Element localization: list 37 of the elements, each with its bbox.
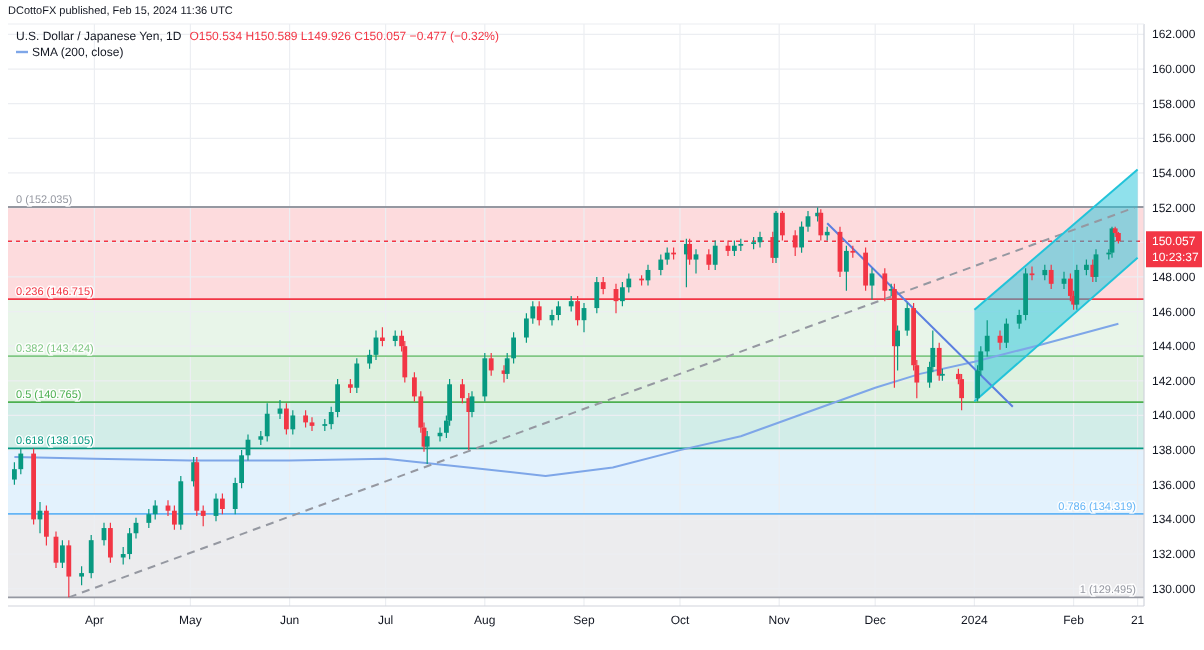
- candlestick: [60, 539, 65, 569]
- candlestick: [556, 300, 561, 321]
- candlestick: [895, 324, 900, 372]
- candlestick: [712, 239, 718, 271]
- candlestick: [1004, 317, 1009, 349]
- candlestick: [482, 352, 488, 403]
- candlestick: [88, 534, 94, 579]
- candlestick: [44, 504, 49, 546]
- candlestick: [220, 492, 225, 515]
- candlestick: [869, 267, 875, 301]
- candlestick: [284, 402, 289, 436]
- candlestick: [178, 475, 184, 531]
- candlestick: [706, 248, 712, 271]
- candlestick: [66, 539, 72, 598]
- candlestick: [1023, 267, 1028, 321]
- candlestick: [264, 402, 270, 443]
- candlestick: [1029, 265, 1035, 281]
- candlestick: [844, 245, 849, 292]
- candlestick: [152, 499, 158, 520]
- candlestick: [620, 281, 625, 307]
- candlestick: [488, 352, 494, 377]
- candlestick: [79, 565, 84, 586]
- candlestick: [309, 416, 315, 432]
- candlestick: [959, 373, 964, 411]
- candlestick: [200, 504, 206, 527]
- candlestick: [146, 508, 152, 529]
- candlestick: [354, 357, 360, 394]
- candlestick: [863, 246, 868, 292]
- candlestick: [594, 276, 600, 314]
- candlestick: [658, 253, 664, 276]
- candlestick: [984, 319, 990, 358]
- candlestick: [108, 522, 113, 564]
- candlestick: [290, 409, 296, 436]
- candlestick: [693, 248, 699, 275]
- candlestick: [904, 302, 910, 337]
- candlestick: [1048, 264, 1054, 290]
- candlestick: [172, 504, 177, 531]
